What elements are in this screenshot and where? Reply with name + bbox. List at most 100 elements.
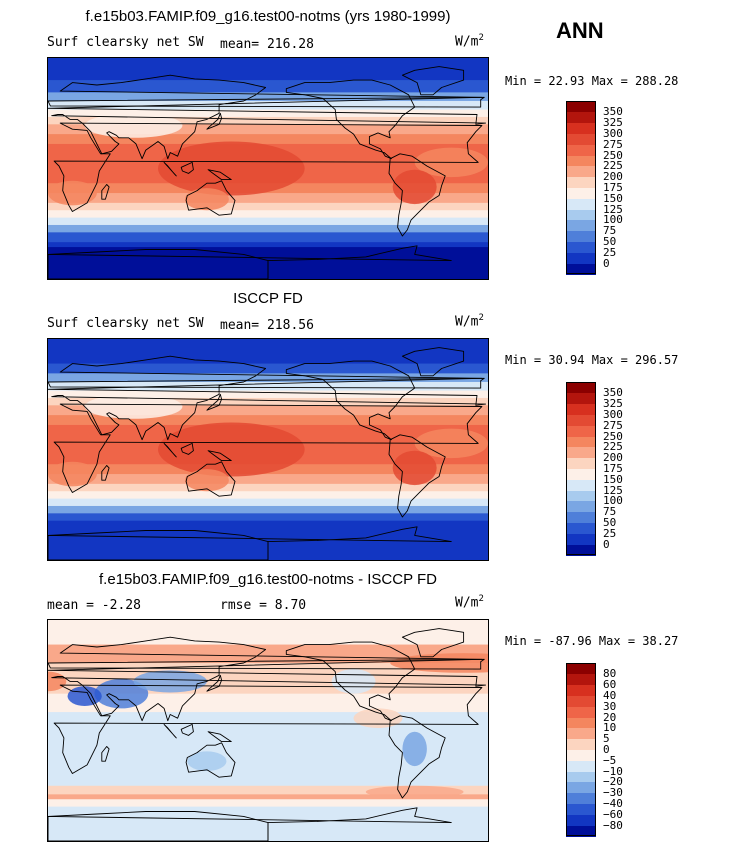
panel-2-mean-label: mean= 218.56 (220, 318, 314, 333)
zonal-band (48, 794, 488, 800)
coastline (48, 249, 269, 279)
field-feature (94, 678, 149, 709)
colorbar-swatch (566, 825, 596, 837)
colorbar-label: −60 (603, 807, 623, 821)
colorbar-label: 75 (603, 505, 617, 519)
colorbar-label: 325 (603, 397, 623, 411)
panel-3-mean-label: mean = -2.28 (47, 598, 141, 613)
coastline (48, 811, 269, 841)
zonal-band (48, 405, 488, 416)
zonal-band (48, 620, 488, 646)
colorbar-swatch (566, 781, 596, 794)
colorbar-label: 350 (603, 105, 623, 119)
zonal-band (48, 491, 488, 500)
coastline (185, 180, 236, 216)
panel-3-field (48, 620, 488, 841)
colorbar-label: 50 (603, 235, 617, 249)
coastline (207, 450, 232, 462)
zonal-band (48, 217, 488, 226)
panel-1-mean-label: mean= 216.28 (220, 37, 314, 52)
colorbar-swatch (566, 144, 596, 156)
coastline (101, 184, 110, 200)
coastline (207, 731, 232, 743)
colorbar-label: −40 (603, 797, 623, 811)
season-label: ANN (556, 18, 604, 43)
coastline (101, 746, 110, 762)
colorbar-swatch (566, 738, 596, 750)
coastline (401, 347, 465, 377)
coastline (163, 161, 177, 177)
coastline (285, 641, 416, 722)
coastline (53, 403, 483, 493)
field-feature (158, 141, 305, 196)
coastline (388, 434, 446, 518)
colorbar-label: 25 (603, 245, 617, 259)
panel-1-units: W/m2 (455, 33, 484, 50)
colorbar-swatch (566, 533, 596, 545)
colorbar-swatch (566, 263, 596, 275)
zonal-band (48, 390, 488, 399)
colorbar-swatch (566, 468, 596, 480)
zonal-band (48, 202, 488, 211)
colorbar-label: 125 (603, 202, 623, 216)
field-feature (48, 180, 97, 206)
colorbar-swatch (566, 101, 596, 113)
colorbar-swatch (566, 209, 596, 221)
coastline (48, 245, 452, 279)
coastline (163, 723, 177, 739)
panel-1-title: f.e15b03.FAMIP.f09_g16.test00-notms (yrs… (85, 8, 451, 25)
panel-2-field (48, 339, 488, 560)
colorbar-label: 60 (603, 678, 617, 692)
zonal-band (48, 242, 488, 248)
colorbar-swatch (566, 198, 596, 210)
colorbar-swatch (566, 382, 596, 394)
zonal-band (48, 381, 488, 392)
zonal-band (48, 210, 488, 219)
zonal-band (48, 80, 488, 93)
colorbar-swatch (566, 403, 596, 415)
field-feature (392, 169, 437, 205)
zonal-band (48, 232, 488, 243)
colorbar-label: 100 (603, 213, 623, 227)
zonal-band (48, 397, 488, 406)
colorbar-label: 225 (603, 440, 623, 454)
field-feature (184, 469, 229, 492)
panel-2-minmax: Min = 30.94 Max = 296.57 (505, 353, 679, 367)
colorbar-swatch (566, 803, 596, 815)
coastline (180, 161, 194, 174)
coastline (48, 74, 487, 160)
coastline (48, 377, 485, 389)
coastline (185, 742, 236, 778)
zonal-band (48, 644, 488, 664)
colorbar-swatch (566, 706, 596, 718)
zonal-band (48, 513, 488, 522)
panel-3-minmax: Min = -87.96 Max = 38.27 (505, 634, 679, 648)
coastline (206, 112, 223, 130)
coastline (48, 526, 452, 560)
field-feature (187, 751, 227, 772)
coastline (48, 658, 485, 670)
colorbar-swatch (566, 133, 596, 145)
colorbar-swatch (566, 749, 596, 761)
coastline (401, 66, 465, 96)
colorbar-swatch (566, 111, 596, 124)
colorbar-swatch (566, 760, 596, 772)
colorbar-swatch (566, 727, 596, 740)
panel-1-colorbar-box (566, 101, 596, 274)
colorbar-label: −80 (603, 818, 623, 832)
panel-3-colorbar-box (566, 663, 596, 836)
panel-2-colorbar-box (566, 382, 596, 555)
colorbar-swatch (566, 522, 596, 534)
panel-2-variable-label: Surf clearsky net SW (47, 316, 204, 331)
colorbar-label: −20 (603, 775, 623, 789)
panel-1-map (47, 57, 489, 280)
zonal-band (48, 799, 488, 808)
field-feature (48, 461, 97, 487)
colorbar-swatch (566, 165, 596, 178)
colorbar-label: 5 (603, 732, 610, 746)
zonal-band (48, 483, 488, 492)
coastline (388, 715, 446, 799)
coastline (53, 684, 483, 774)
colorbar-label: 80 (603, 667, 617, 681)
coastline (48, 530, 269, 560)
